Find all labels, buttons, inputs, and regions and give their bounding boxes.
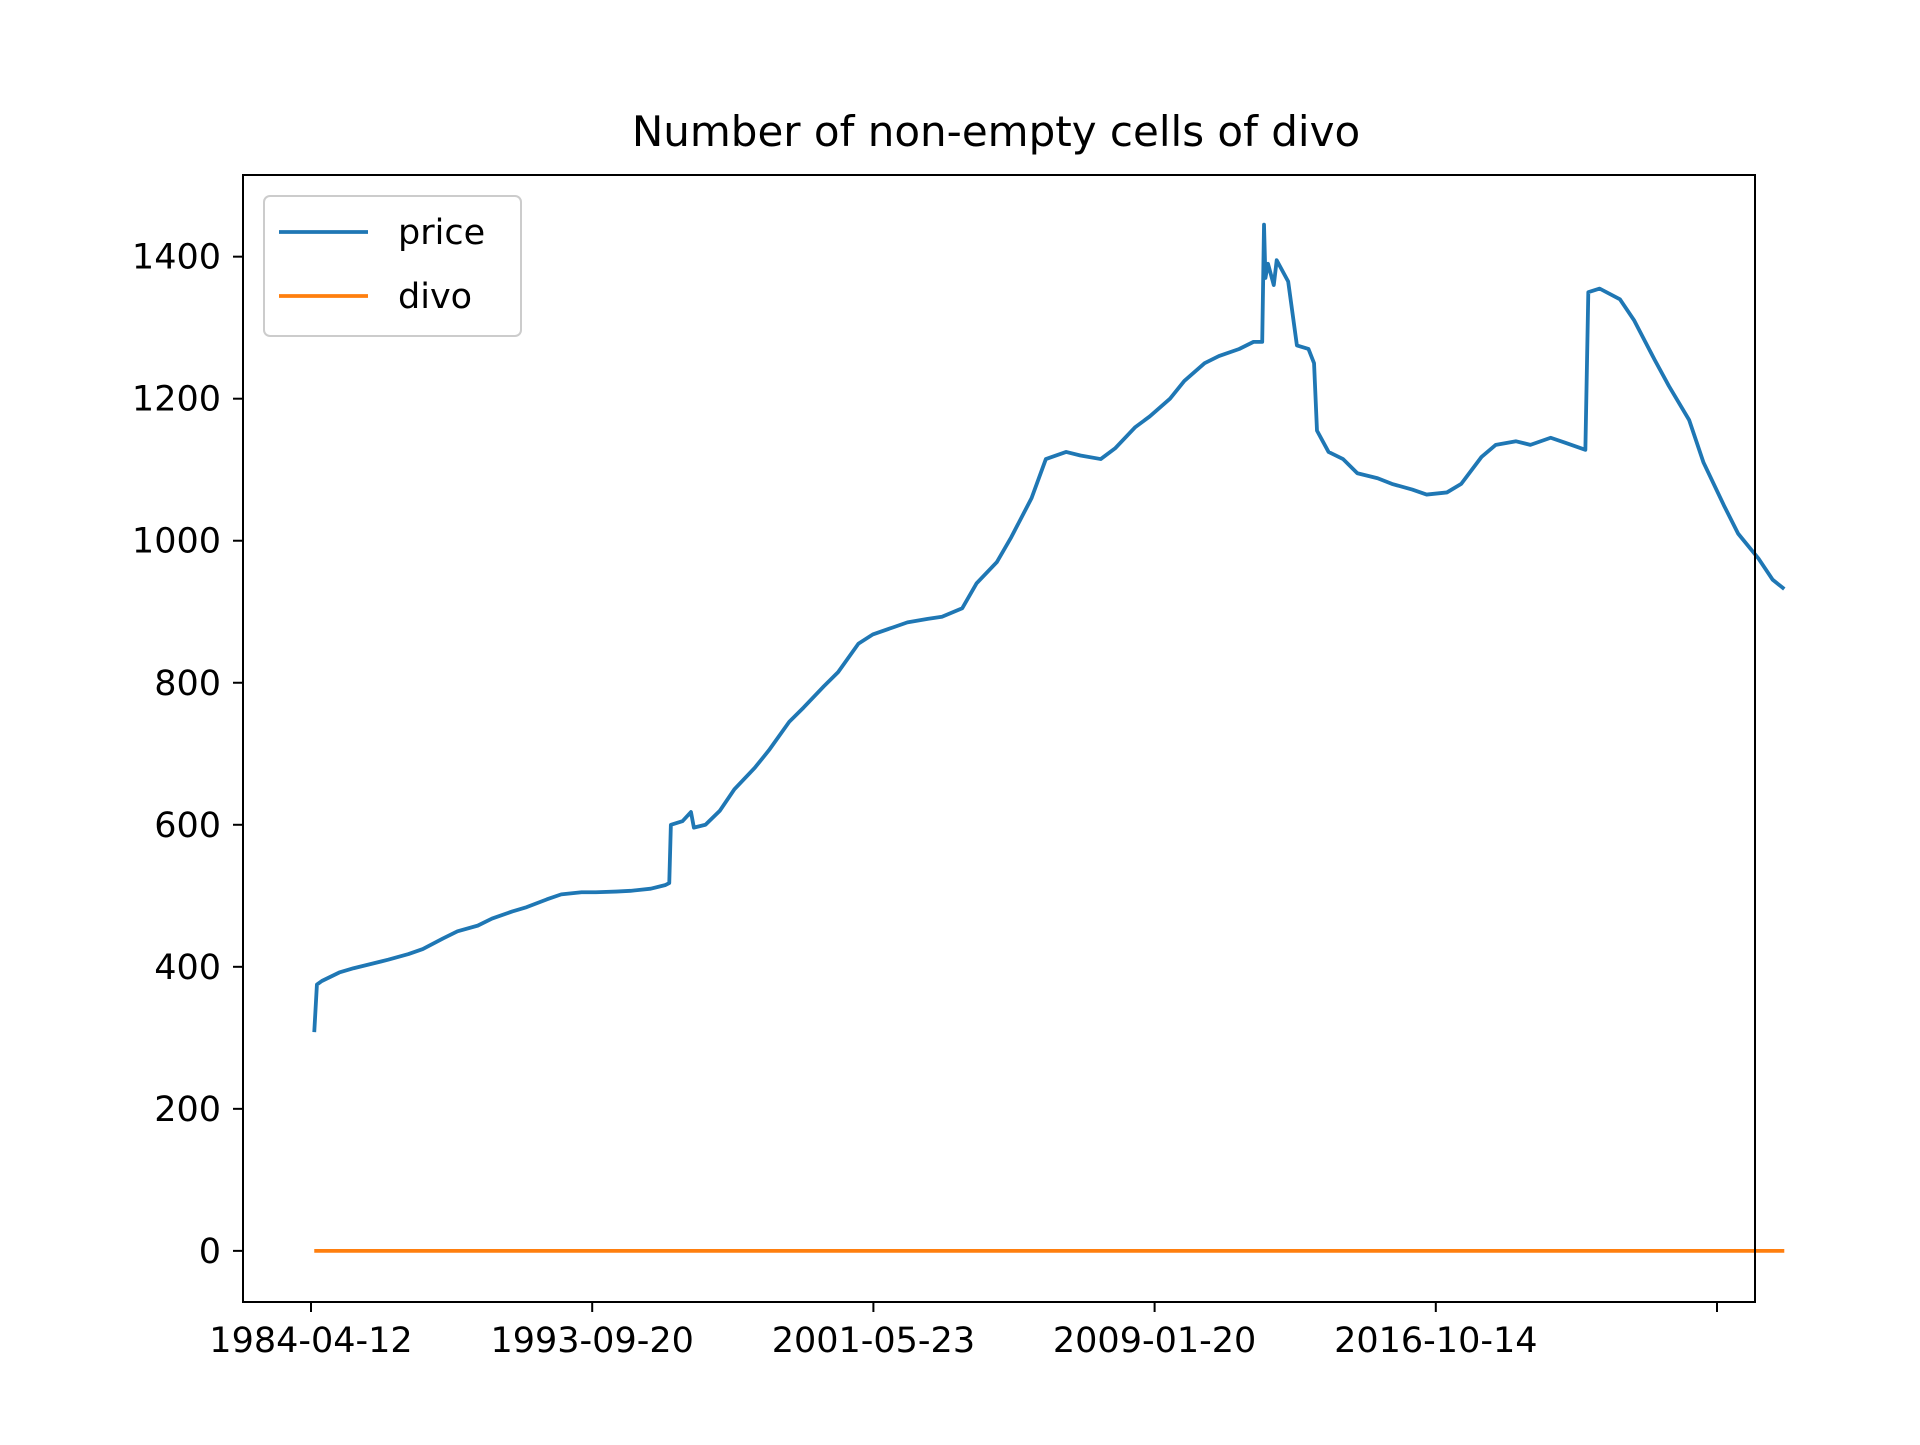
plot-frame [242,174,1756,1303]
x-tick-label: 1984-04-12 [209,1321,412,1361]
y-tick-label: 200 [154,1090,221,1130]
x-tick-label: 1993-09-20 [490,1321,693,1361]
y-tick-label: 600 [154,806,221,846]
x-tick-label: 2009-01-20 [1053,1321,1256,1361]
y-tick-label: 400 [154,948,221,988]
legend-label-divo: divo [398,277,472,317]
series-line-price [312,222,1786,1033]
legend: price divo [263,195,522,337]
y-tick-label: 1200 [132,380,221,420]
y-tick-label: 1000 [132,522,221,562]
chart-title: Number of non-empty cells of divo [632,107,1360,156]
axes: 0 200 400 600 800 1000 1200 1400 1984-04-12 1993-… [132,174,1756,1361]
y-tick-label: 800 [154,664,221,704]
x-tick-label: 2016-10-14 [1334,1321,1537,1361]
plot-area [312,222,1786,1253]
x-tick-label: 2001-05-23 [772,1321,975,1361]
legend-label-price: price [398,213,485,253]
y-tick-label: 0 [199,1232,221,1272]
y-tick-label: 1400 [132,238,221,278]
